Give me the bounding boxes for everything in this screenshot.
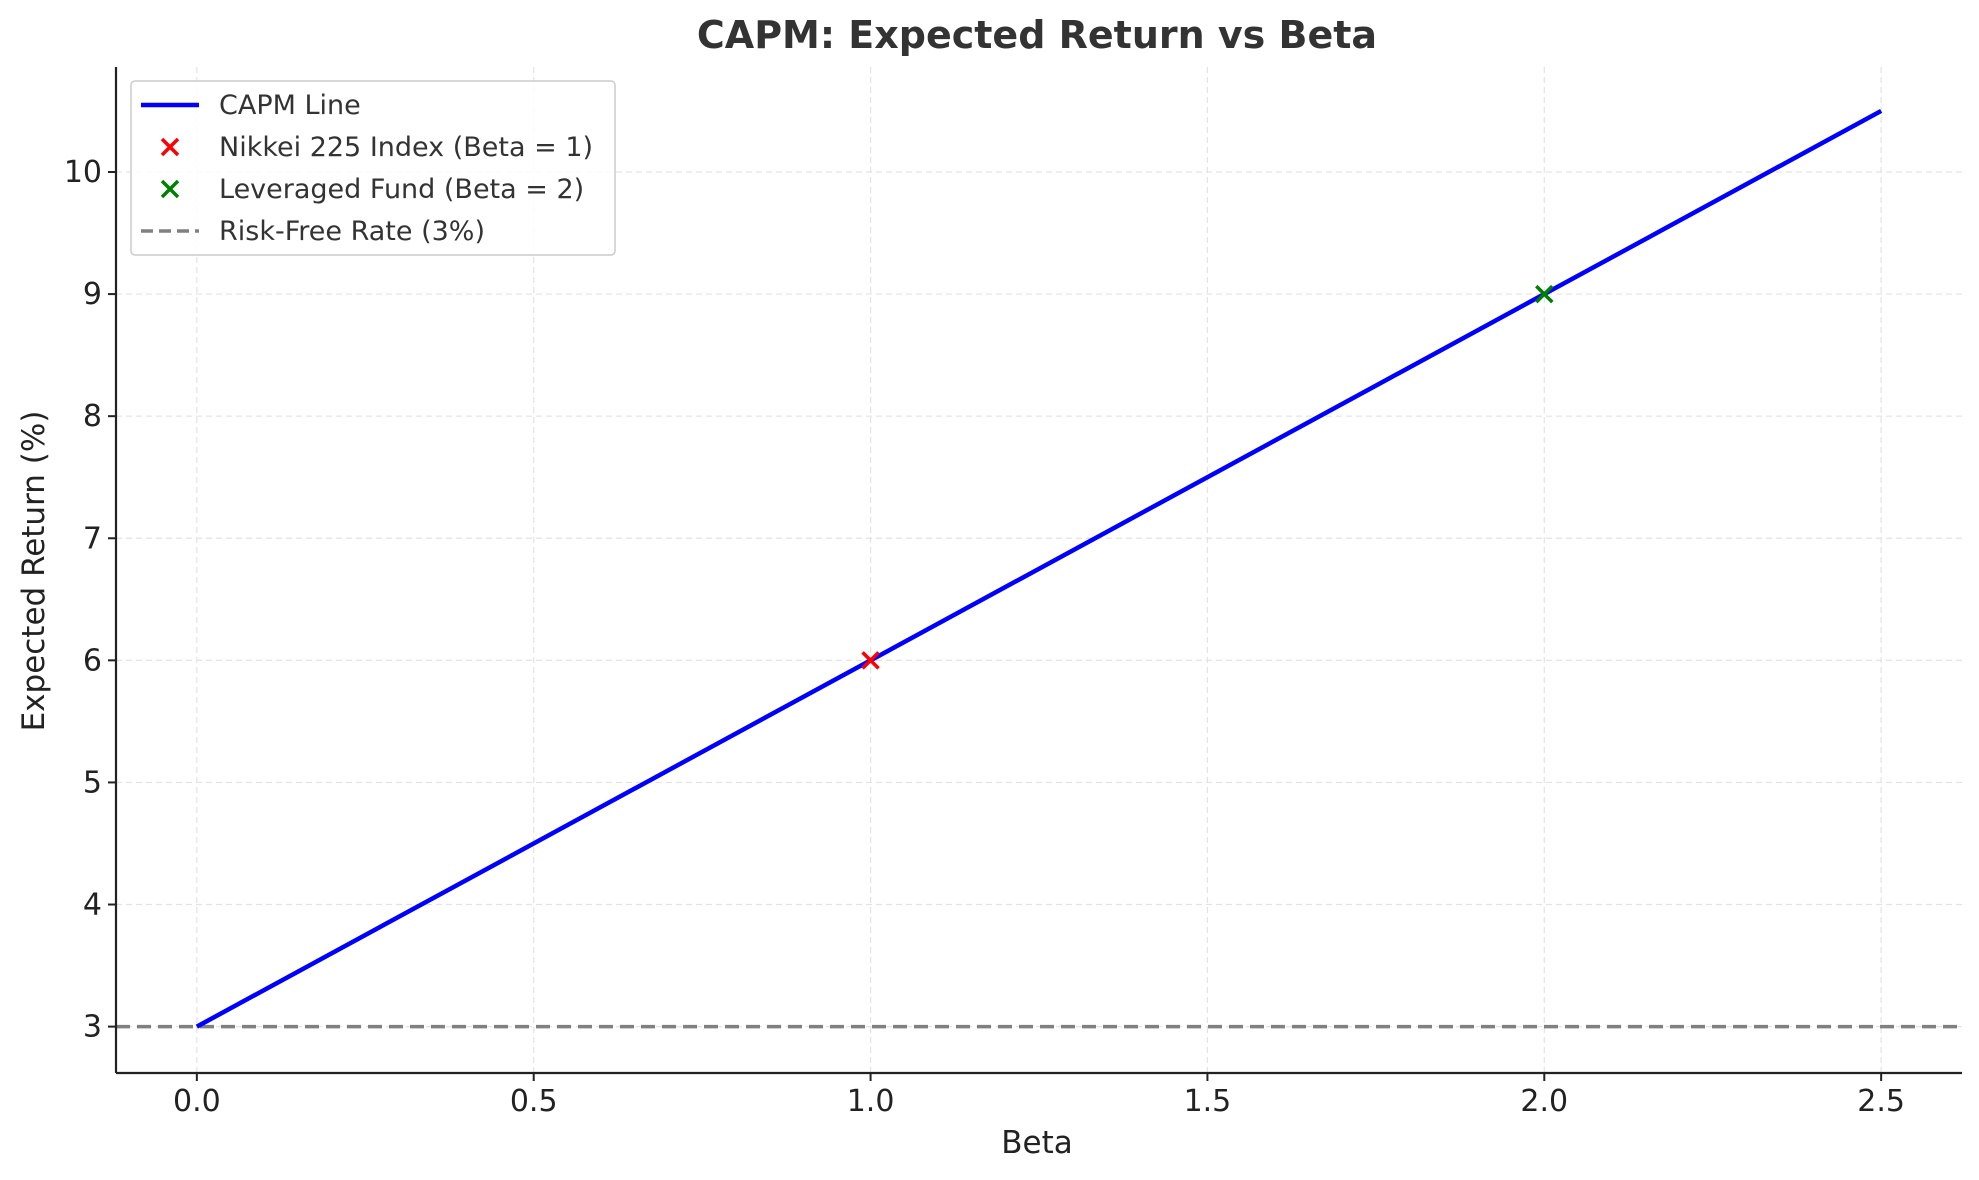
y-tick-label: 3 [83, 1010, 102, 1045]
capm-line [195, 108, 1883, 1029]
legend-swatch-nikkei [160, 137, 180, 157]
legend-entry-label: CAPM Line [219, 90, 361, 121]
legend: CAPM Line Nikkei 225 Index (Beta = 1) Leve… [130, 80, 616, 256]
y-tick-label: 10 [64, 155, 102, 190]
chart-title: CAPM: Expected Return vs Beta [697, 13, 1377, 57]
x-tick-label: 1.0 [847, 1084, 895, 1119]
series-layer [195, 108, 1883, 1029]
legend-box [130, 80, 616, 256]
x-tick-label: 2.5 [1857, 1084, 1905, 1119]
legend-entry-label: Leveraged Fund (Beta = 2) [219, 174, 584, 205]
grid-layer [116, 67, 1962, 1073]
x-tick-label: 0.5 [510, 1084, 558, 1119]
y-tick-label: 9 [83, 277, 102, 312]
nikkei-point-marker [861, 651, 880, 670]
legend-entry-label: Risk-Free Rate (3%) [219, 216, 485, 247]
x-axis-label: Beta [1001, 1125, 1073, 1161]
y-tick-label: 8 [83, 399, 102, 434]
ticks-layer: 0.0 0.5 1.0 1.5 2.0 2.5 3 4 5 6 7 8 9 10 [64, 155, 1905, 1119]
leveraged-fund-point-marker [1535, 284, 1554, 304]
y-tick-label: 4 [83, 888, 102, 923]
x-tick-label: 0.0 [173, 1084, 221, 1119]
legend-swatch-leveraged-fund [160, 179, 180, 199]
y-axis-label: Expected Return (%) [16, 411, 52, 732]
x-tick-label: 1.5 [1184, 1084, 1232, 1119]
y-tick-label: 7 [83, 521, 102, 556]
y-tick-label: 6 [83, 643, 102, 678]
y-tick-label: 5 [83, 765, 102, 800]
x-tick-label: 2.0 [1520, 1084, 1568, 1119]
legend-entry-label: Nikkei 225 Index (Beta = 1) [219, 132, 593, 163]
